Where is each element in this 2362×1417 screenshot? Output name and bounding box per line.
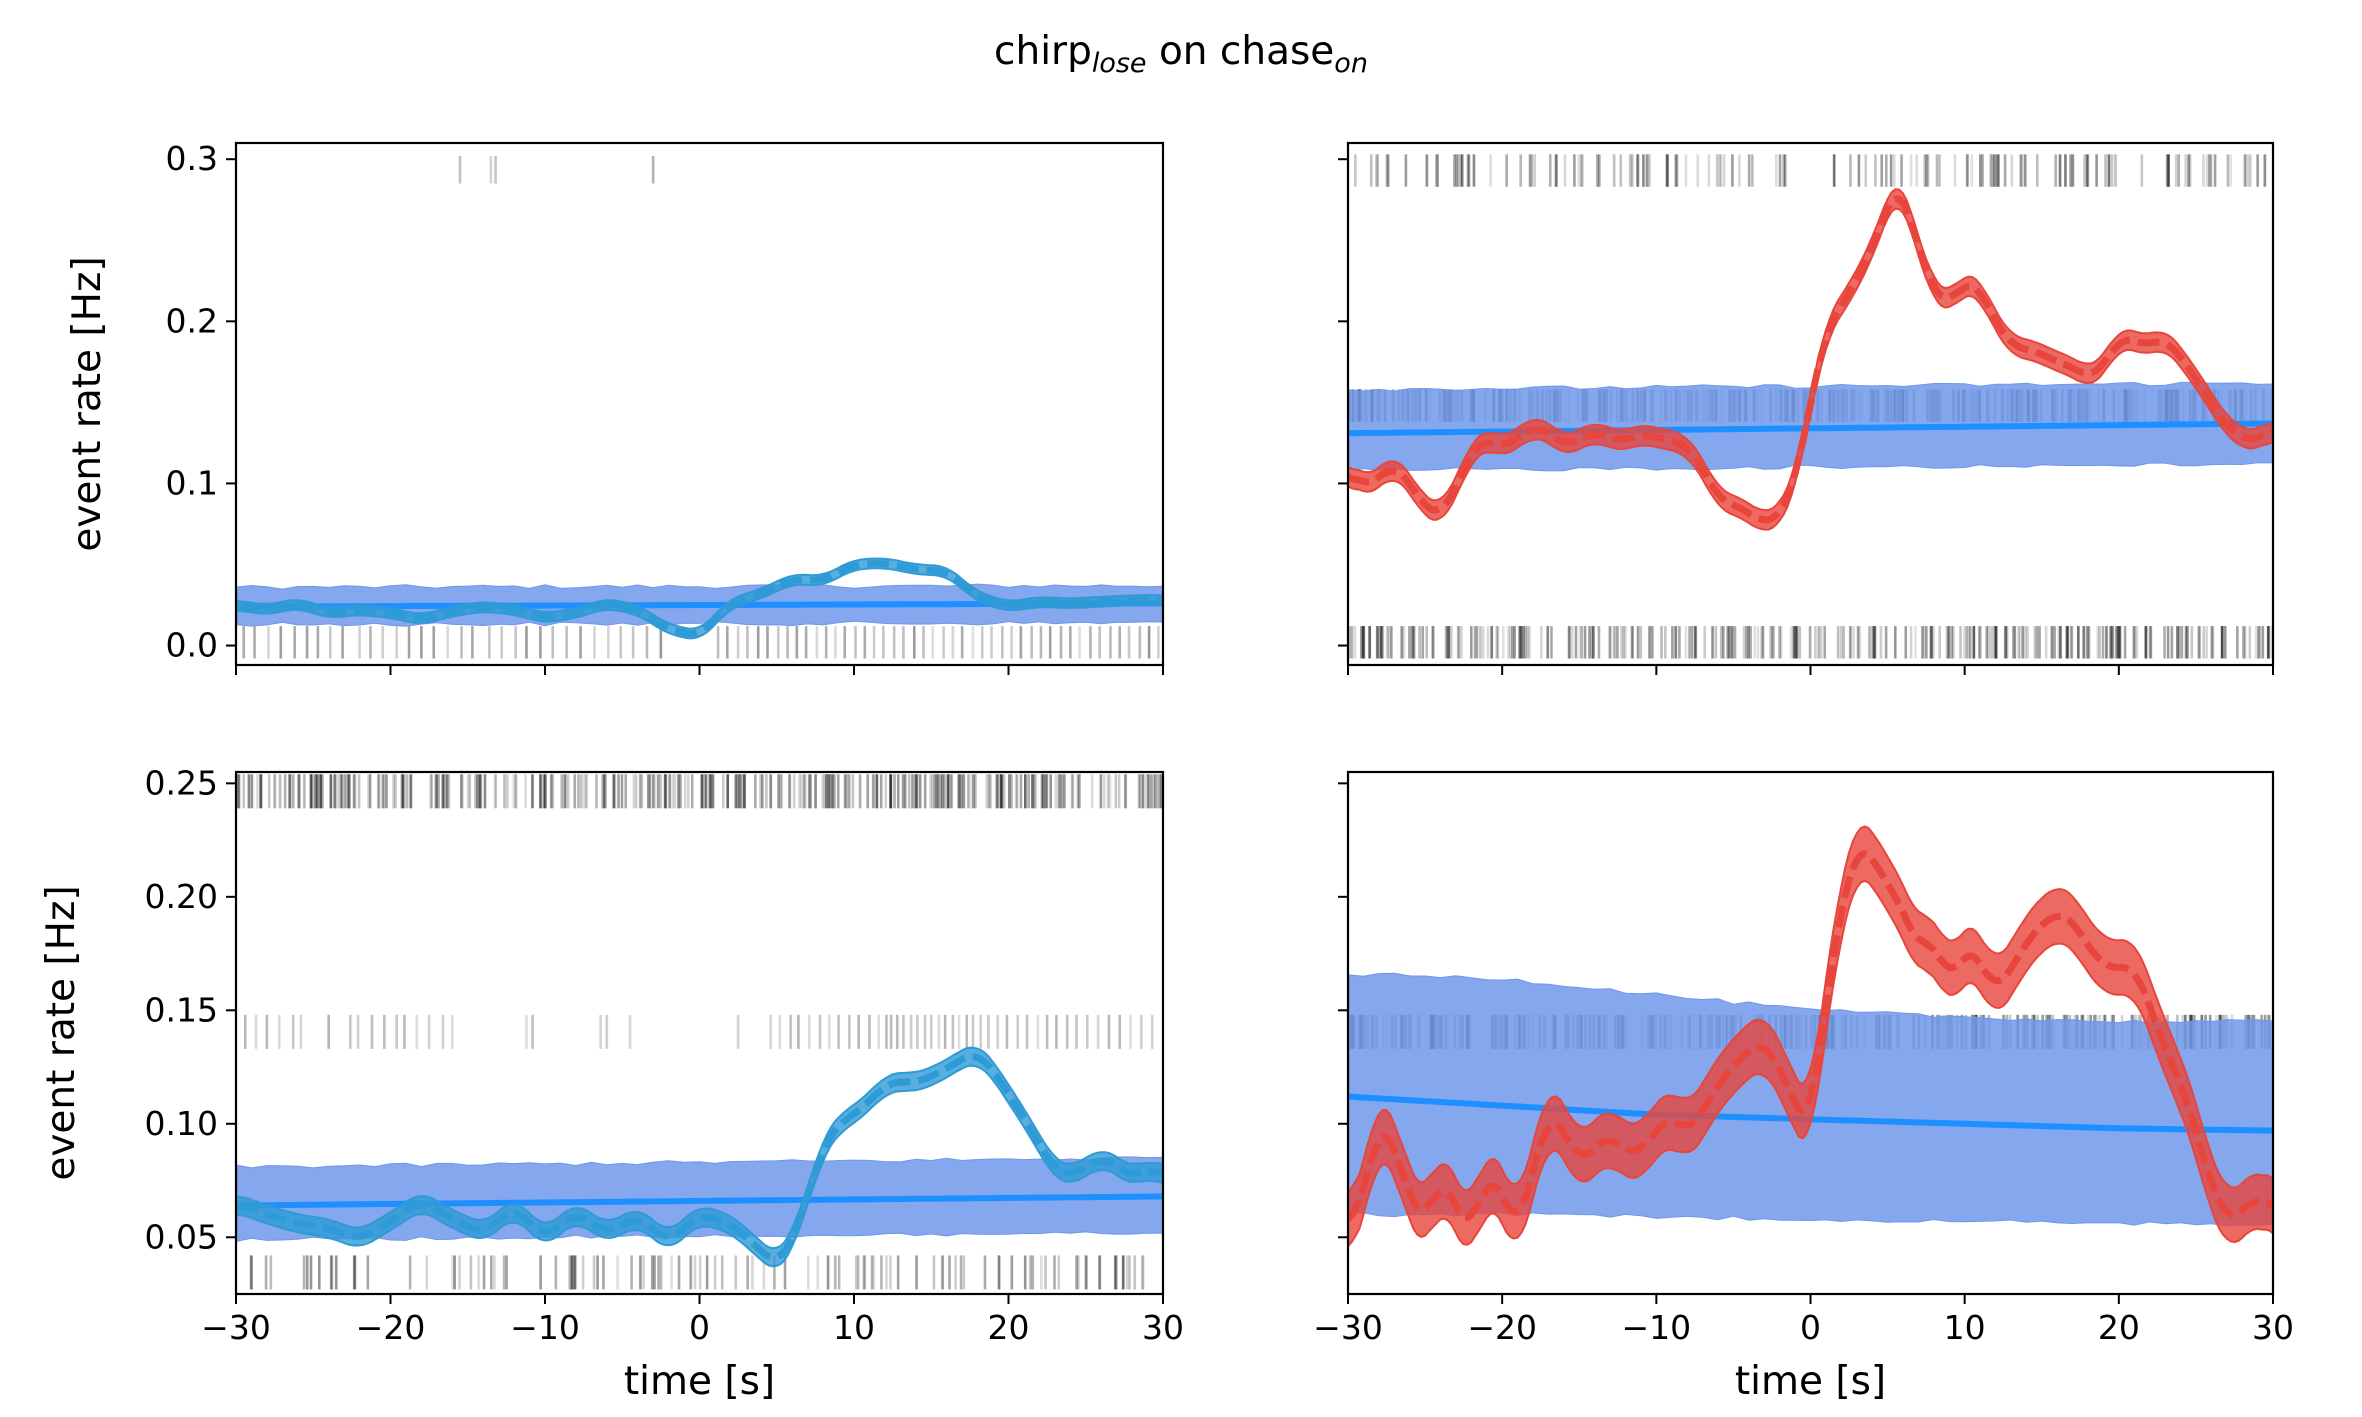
x-tick-label: 30 [1142,1308,1184,1347]
title-subscript-on: on [1334,48,1368,79]
subplot-top-left: 0.0 0.1 0.2 0.3 event rate [Hz] [65,139,1165,675]
raster-row [236,774,1163,809]
y-axis-label: event rate [Hz] [39,885,84,1180]
plot-area [1348,154,2273,659]
raster-row [242,626,1160,659]
observed-band [236,557,1163,640]
raster-row [1354,154,2267,187]
x-axis-label: time [s] [624,1359,775,1404]
observed-band [236,1046,1163,1268]
x-tick-label: −10 [510,1308,580,1347]
raster-row [1348,626,2273,659]
y-tick-label: 0.05 [145,1217,218,1256]
x-tick-label: −20 [1467,1308,1537,1347]
y-tick-label: 0.15 [145,990,218,1029]
plot-area [1348,825,2273,1248]
x-tick-label: 0 [689,1308,710,1347]
plot-area [236,774,1163,1290]
y-tick-label: 0.1 [166,463,218,502]
y-tick-label: 0.0 [166,626,218,665]
x-tick-label: 20 [2098,1308,2140,1347]
subplot-bottom-right: −30 −20 −10 0 10 20 30 time [s] [1313,770,2294,1404]
y-tick-label: 0.3 [166,139,218,178]
baseline-line [236,1193,1163,1209]
x-tick-label: −30 [1313,1308,1383,1347]
x-tick-label: −20 [356,1308,426,1347]
baseline-line [1348,420,2273,437]
title-subscript-lose: lose [1092,48,1147,79]
y-tick-label: 0.10 [145,1104,218,1143]
raster-row [243,1014,1154,1049]
observed-line [236,1053,1163,1261]
observed-line [236,559,1163,637]
y-tick-label: 0.2 [166,301,218,340]
y-tick-label: 0.20 [145,877,218,916]
title-part-on-chase: on chase [1147,29,1335,74]
observed-line [1348,195,2273,524]
subplot-top-right [1338,141,2275,675]
x-tick-label: −10 [1622,1308,1692,1347]
x-tick-label: −30 [201,1308,271,1347]
raster-row [249,1255,1145,1290]
y-tick-label: 0.25 [145,763,218,802]
y-axis-label: event rate [Hz] [65,256,110,551]
x-tick-label: 10 [1944,1308,1986,1347]
subplots: 0.0 0.1 0.2 0.3 event rate [Hz] −30 −20 −10 0 10 2… [39,139,2294,1404]
observed-band [1348,825,2273,1248]
title-part-chirp: chirp [994,29,1092,74]
observed-band [1348,188,2273,531]
raster-row [458,155,655,184]
x-tick-label: 20 [988,1308,1030,1347]
x-axis-label: time [s] [1735,1359,1886,1404]
plot-area [236,155,1163,659]
x-tick-label: 0 [1800,1308,1821,1347]
observed-line [1348,850,2273,1222]
x-tick-label: 10 [833,1308,875,1347]
x-tick-label: 30 [2252,1308,2294,1347]
subplot-bottom-left: −30 −20 −10 0 10 20 30 0.05 0.10 0.15 0.20 0.25 even… [39,763,1184,1404]
figure-title: chirplose on chaseon [994,29,1368,79]
